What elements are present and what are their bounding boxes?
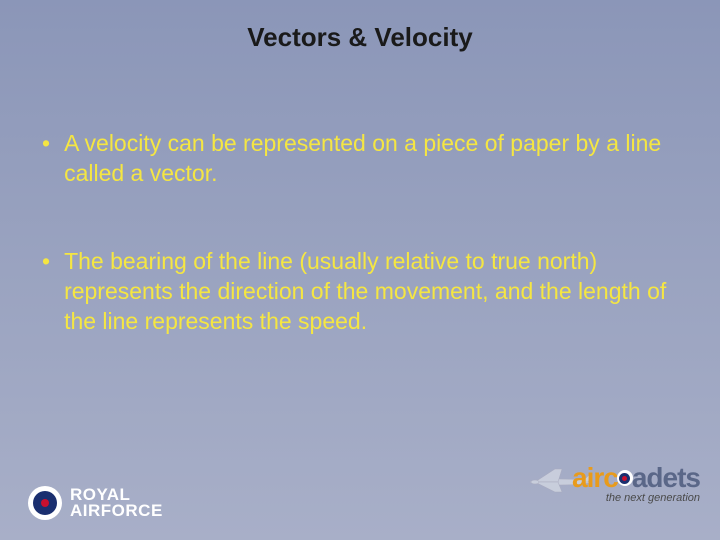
aircadets-roundel-icon <box>617 470 633 486</box>
aircadets-wordmark: air c adets <box>480 462 700 494</box>
raf-roundel-icon <box>28 486 62 520</box>
bullet-list: • A velocity can be represented on a pie… <box>42 128 678 394</box>
bullet-icon: • <box>42 246 50 276</box>
slide-title: Vectors & Velocity <box>0 22 720 53</box>
bullet-text: A velocity can be represented on a piece… <box>64 128 678 188</box>
aircadets-c: c <box>603 462 618 494</box>
list-item: • A velocity can be represented on a pie… <box>42 128 678 188</box>
bullet-icon: • <box>42 128 50 158</box>
bullet-text: The bearing of the line (usually relativ… <box>64 246 678 336</box>
aircadets-left: air <box>572 462 603 494</box>
aircadets-logo: air c adets the next generation <box>480 462 700 524</box>
raf-line2: AIRFORCE <box>70 503 163 519</box>
raf-wordmark: ROYAL AIRFORCE <box>70 487 163 519</box>
raf-logo: ROYAL AIRFORCE <box>28 486 163 520</box>
list-item: • The bearing of the line (usually relat… <box>42 246 678 336</box>
aircadets-right: adets <box>632 462 700 494</box>
slide: Vectors & Velocity • A velocity can be r… <box>0 0 720 540</box>
